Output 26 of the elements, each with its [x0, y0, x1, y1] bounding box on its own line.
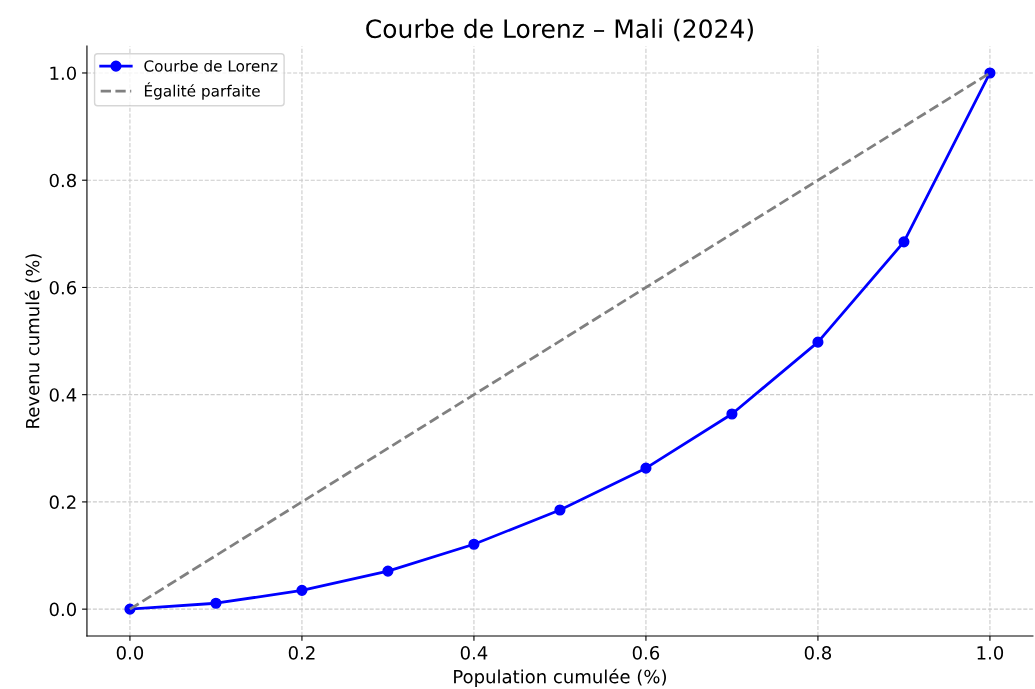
legend-label: Courbe de Lorenz	[144, 59, 278, 72]
y-tick-label: 0.8	[49, 173, 76, 188]
y-tick-label: 1.0	[50, 66, 77, 81]
point	[382, 565, 394, 577]
point	[726, 408, 738, 420]
point	[812, 336, 824, 348]
x-tick-label: 0.0	[116, 645, 144, 660]
point	[296, 584, 308, 596]
x-tick-label: 1.0	[977, 645, 1004, 660]
x-axis-title: Population cumulée (%)	[454, 668, 666, 687]
x-tick-label: 0.2	[288, 645, 315, 660]
y-tick-label: 0.4	[49, 388, 77, 402]
y-axis-title: Revenu cumulé (%)	[24, 254, 42, 428]
y-tick-label: 0.0	[49, 602, 77, 617]
point	[554, 504, 566, 516]
x-tick-label: 0.4	[460, 645, 488, 660]
point	[210, 597, 222, 609]
point	[898, 236, 910, 248]
x-tick-label: 0.6	[632, 645, 660, 660]
x-tick-label: 0.8	[804, 645, 832, 660]
legend-label: Égalité parfaite	[144, 82, 260, 100]
point	[468, 538, 480, 550]
point	[640, 462, 652, 474]
y-tick-label: 0.6	[49, 280, 77, 295]
y-tick-label: 0.2	[49, 495, 76, 510]
chart-title: Courbe de Lorenz – Mali (2024)	[366, 18, 753, 42]
